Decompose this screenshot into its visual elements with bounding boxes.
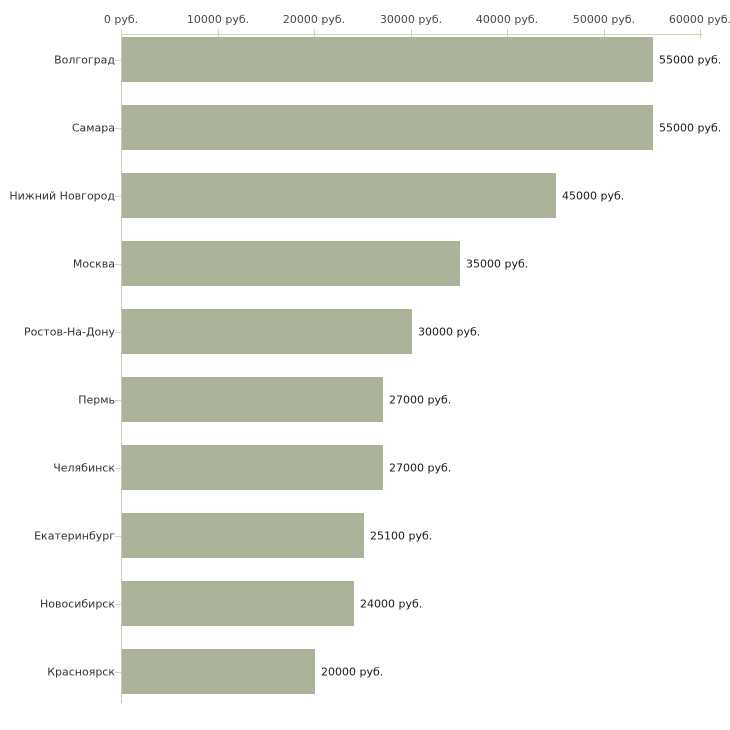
bar	[122, 105, 653, 150]
category-label: Нижний Новгород	[9, 189, 115, 202]
category-label: Екатеринбург	[34, 529, 115, 542]
y-axis-tick-mark	[115, 196, 121, 197]
value-label: 55000 руб.	[659, 53, 722, 66]
category-label: Челябинск	[53, 461, 115, 474]
y-axis-tick-mark	[115, 128, 121, 129]
bar	[122, 377, 383, 422]
category-label: Москва	[72, 257, 115, 270]
category-label: Пермь	[78, 393, 115, 406]
bar	[122, 241, 460, 286]
x-axis-tick-label: 40000 руб.	[475, 13, 539, 26]
value-label: 27000 руб.	[389, 393, 452, 406]
x-axis-tick-label: 10000 руб.	[186, 13, 250, 26]
value-label: 35000 руб.	[466, 257, 529, 270]
y-axis-tick-mark	[115, 672, 121, 673]
x-axis-tick-mark	[700, 29, 701, 38]
x-axis-tick-mark	[507, 29, 508, 38]
x-axis-tick-label: 50000 руб.	[572, 13, 636, 26]
value-label: 45000 руб.	[562, 189, 625, 202]
x-axis-tick-label: 60000 руб.	[668, 13, 730, 26]
bar	[122, 513, 364, 558]
value-label: 55000 руб.	[659, 121, 722, 134]
category-label: Ростов-На-Дону	[23, 325, 115, 338]
x-axis-tick-mark	[314, 29, 315, 38]
y-axis-line	[121, 34, 122, 703]
y-axis-tick-mark	[115, 604, 121, 605]
bar	[122, 445, 383, 490]
value-label: 25100 руб.	[370, 529, 433, 542]
value-label: 20000 руб.	[321, 665, 384, 678]
bar	[122, 309, 412, 354]
x-axis-tick-label: 20000 руб.	[282, 13, 346, 26]
y-axis-tick-mark	[115, 60, 121, 61]
x-axis-tick-label: 0 руб.	[103, 13, 139, 26]
x-axis-tick-mark	[604, 29, 605, 38]
y-axis-tick-mark	[115, 264, 121, 265]
category-label: Новосибирск	[39, 597, 115, 610]
y-axis-tick-mark	[115, 468, 121, 469]
value-label: 27000 руб.	[389, 461, 452, 474]
value-label: 24000 руб.	[360, 597, 423, 610]
x-axis-tick-mark	[411, 29, 412, 38]
x-axis-tick-mark	[218, 29, 219, 38]
bar	[122, 37, 653, 82]
category-label: Красноярск	[47, 665, 115, 678]
category-label: Самара	[71, 121, 115, 134]
x-axis-tick-label: 30000 руб.	[379, 13, 443, 26]
y-axis-tick-mark	[115, 332, 121, 333]
category-label: Волгоград	[54, 53, 115, 66]
bar	[122, 173, 556, 218]
y-axis-tick-mark	[115, 400, 121, 401]
bar	[122, 649, 315, 694]
x-axis-tick-mark	[121, 29, 122, 38]
value-label: 30000 руб.	[418, 325, 481, 338]
y-axis-tick-mark	[115, 536, 121, 537]
bar	[122, 581, 354, 626]
